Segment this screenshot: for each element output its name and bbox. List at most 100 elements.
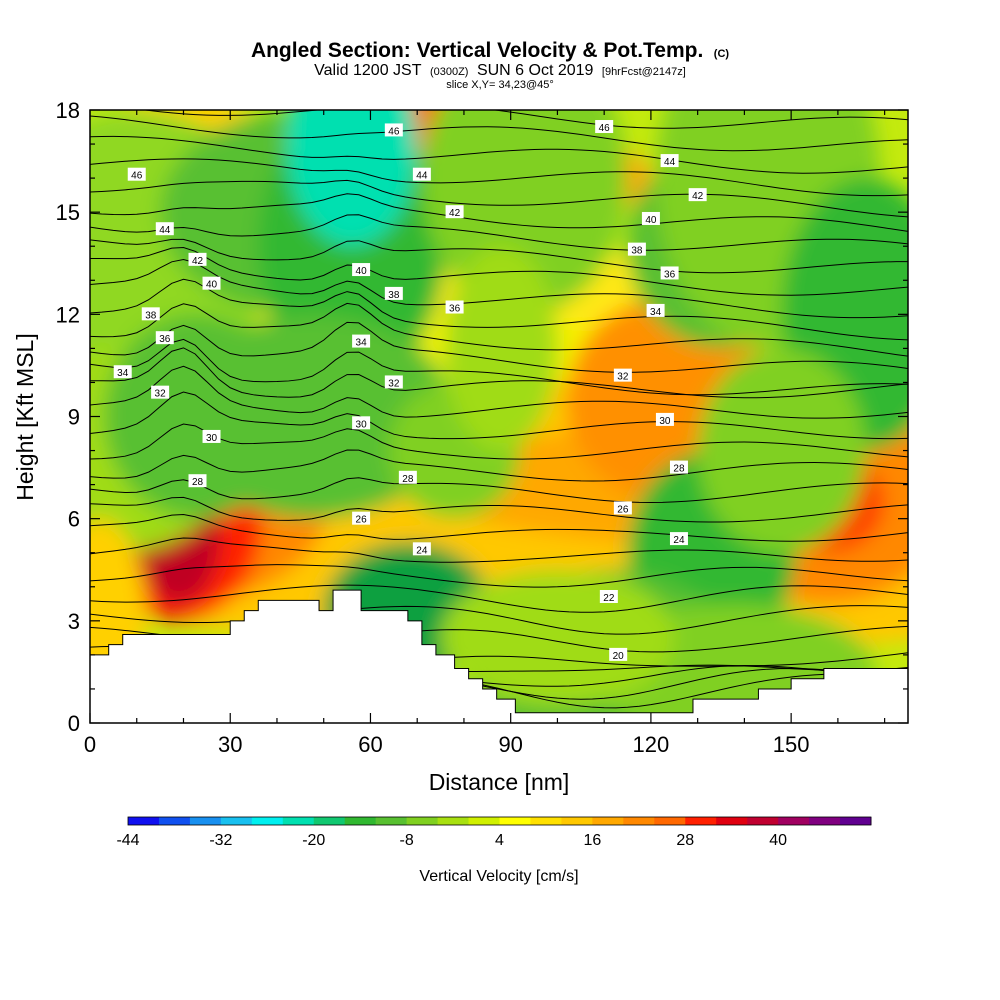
- isentrope-label: 42: [688, 188, 707, 202]
- isentrope-label: 46: [127, 167, 146, 182]
- svg-text:38: 38: [631, 246, 643, 257]
- svg-text:40: 40: [206, 280, 218, 291]
- isentrope-label: 38: [627, 242, 646, 257]
- isentrope-label: 36: [445, 300, 464, 315]
- colorbar-swatch: [220, 817, 253, 825]
- isentrope-45: [90, 135, 908, 174]
- isentrope-label: 40: [641, 211, 660, 226]
- isentrope-label: 42: [188, 252, 207, 267]
- x-tick-label: 90: [498, 732, 522, 757]
- isentrope-46: [90, 115, 908, 152]
- colorbar-swatch: [189, 817, 222, 825]
- isentrope-40: [90, 238, 908, 274]
- svg-text:26: 26: [356, 515, 368, 526]
- y-tick-label: 18: [56, 98, 80, 123]
- isentrope-44: [90, 158, 908, 197]
- y-tick-label: 6: [68, 507, 80, 532]
- svg-text:30: 30: [659, 416, 671, 427]
- isentrope-24: [90, 564, 908, 588]
- x-tick-label: 150: [773, 732, 810, 757]
- y-tick-label: 0: [68, 711, 80, 736]
- svg-text:36: 36: [664, 269, 676, 280]
- colorbar-swatch: [158, 817, 191, 825]
- isentrope-36: [90, 302, 908, 357]
- isentrope-label: 44: [412, 167, 431, 182]
- isentrope-25: [90, 537, 908, 563]
- isentrope-label: 40: [202, 276, 221, 291]
- colorbar-tick-label: -44: [116, 832, 139, 849]
- isentrope-label: 32: [151, 385, 170, 400]
- svg-text:28: 28: [673, 464, 685, 475]
- colorbar-swatch: [344, 817, 377, 825]
- x-tick-label: 30: [218, 732, 242, 757]
- isentrope-31: [90, 391, 908, 440]
- isentrope-27: [90, 496, 908, 523]
- colorbar-swatch: [747, 817, 779, 825]
- svg-text:38: 38: [388, 290, 400, 301]
- isentrope-label: 30: [352, 416, 371, 430]
- isentrope-label: 36: [155, 331, 174, 345]
- svg-text:30: 30: [356, 419, 368, 430]
- isentrope-28: [90, 477, 908, 503]
- velocity-field: [90, 110, 908, 723]
- y-axis-label: Height [Kft MSL]: [12, 333, 38, 500]
- svg-text:34: 34: [650, 307, 662, 318]
- y-tick-label: 3: [68, 609, 80, 634]
- svg-text:44: 44: [664, 157, 676, 168]
- isentrope-label: 32: [384, 375, 403, 389]
- isentrope-label: 26: [613, 501, 632, 515]
- svg-text:34: 34: [117, 368, 129, 379]
- isentrope-label: 36: [660, 266, 679, 280]
- isentrope-label: 28: [669, 460, 688, 475]
- isentrope-label: 24: [412, 542, 431, 556]
- isentrope-32: [90, 365, 908, 419]
- svg-text:24: 24: [416, 545, 428, 556]
- colorbar-tick-label: -32: [209, 832, 232, 849]
- colorbar-swatch: [530, 817, 562, 825]
- svg-text:28: 28: [402, 474, 414, 485]
- svg-text:36: 36: [159, 334, 171, 345]
- svg-text:38: 38: [145, 310, 157, 321]
- isentrope-label: 44: [155, 222, 174, 236]
- colorbar-swatch: [840, 817, 872, 825]
- svg-text:40: 40: [356, 266, 368, 277]
- isentrope-label: 42: [445, 205, 464, 219]
- isentrope-label: 38: [141, 307, 160, 321]
- velocity-cell-34: [445, 246, 558, 451]
- chart-title: Angled Section: Vertical Velocity & Pot.…: [251, 39, 729, 62]
- colorbar-tick-label: 28: [676, 832, 694, 849]
- colorbar-swatch: [809, 817, 841, 825]
- colorbar-swatch: [313, 817, 346, 825]
- isentrope-label: 28: [188, 474, 207, 488]
- isentrope-23: [90, 584, 908, 613]
- svg-text:42: 42: [692, 191, 704, 202]
- colorbar-swatch: [716, 817, 748, 825]
- isentrope-labels: 46 44 42 40 38 36 34 32 30 28 46 44 42 40 38 36 34 32 30 28…: [113, 120, 707, 662]
- svg-text:46: 46: [599, 123, 611, 134]
- isentrope-37: [90, 278, 908, 341]
- colorbar-swatch: [128, 817, 160, 825]
- isentrope-26: [90, 514, 908, 542]
- isentrope-label: 22: [599, 589, 618, 604]
- x-axis: 0 30 60 90 120 150: [84, 110, 886, 757]
- svg-text:44: 44: [416, 171, 428, 182]
- slice-info: slice X,Y= 34,23@45°: [446, 79, 554, 91]
- colorbar-swatch: [592, 817, 624, 825]
- isentrope-39: [90, 247, 908, 296]
- svg-text:32: 32: [388, 378, 400, 389]
- isentrope-30: [90, 423, 908, 460]
- isentrope-label: 40: [352, 263, 371, 277]
- svg-text:34: 34: [356, 338, 368, 349]
- isentrope-label: 44: [660, 154, 679, 168]
- isentrope-label: 34: [352, 334, 371, 349]
- colorbar-swatch: [685, 817, 717, 825]
- y-tick-label: 12: [56, 302, 80, 327]
- valid-time: Valid 1200 JST (0300Z) SUN 6 Oct 2019 [9…: [314, 62, 686, 79]
- isentrope-label: 26: [352, 511, 371, 526]
- colorbar-swatch: [375, 817, 408, 825]
- isentrope-34: [90, 338, 908, 396]
- svg-text:22: 22: [603, 593, 615, 604]
- isentrope-35: [90, 321, 908, 373]
